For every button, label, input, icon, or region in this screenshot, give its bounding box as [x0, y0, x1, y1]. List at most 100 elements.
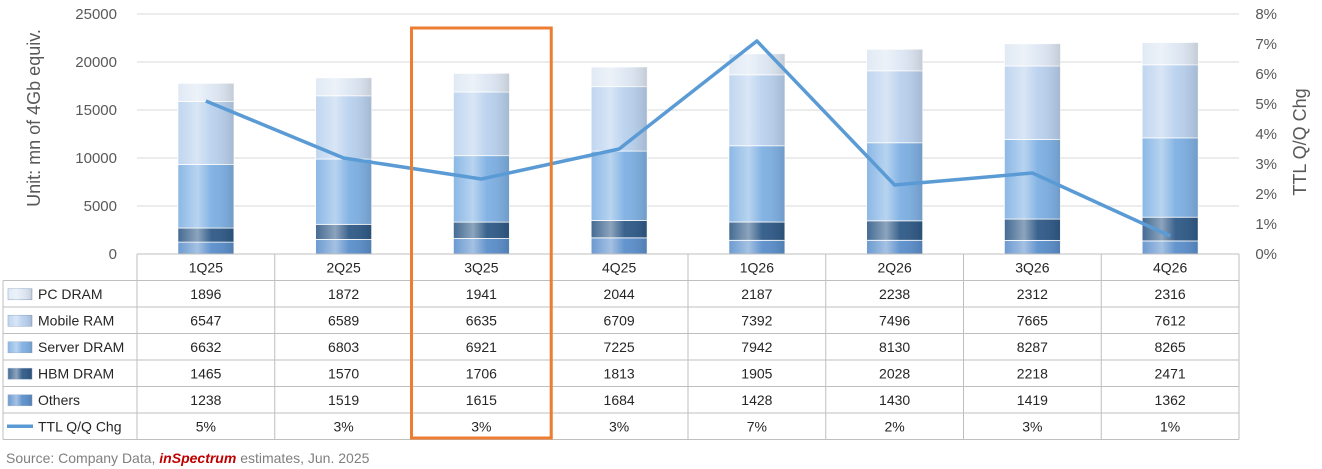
- table-cell: 8130: [879, 339, 910, 355]
- y-tick-label: 15000: [75, 102, 117, 119]
- table-cell: 1896: [190, 286, 221, 302]
- left-axis: 0 5000 10000 15000 20000 25000: [75, 6, 117, 263]
- bar-segment-gloss: [1004, 139, 1061, 220]
- y2-tick-label: 6%: [1255, 66, 1277, 83]
- bar-segment-gloss: [177, 164, 234, 229]
- y2-tick-label: 0%: [1255, 246, 1277, 263]
- source-note: Source: Company Data, inSpectrum estimat…: [6, 450, 369, 466]
- bar-segment-gloss: [453, 238, 510, 254]
- bar-segment-gloss: [315, 239, 372, 254]
- bar-segment-gloss: [1004, 43, 1061, 66]
- bar-segment-gloss: [315, 224, 372, 240]
- series-label: Mobile RAM: [38, 312, 114, 328]
- table-cell: 1570: [328, 365, 359, 381]
- y2-tick-label: 1%: [1255, 216, 1277, 233]
- table-cell: 7392: [741, 312, 772, 328]
- table-cell: 5%: [196, 418, 216, 434]
- table-cell: 7496: [879, 312, 910, 328]
- table-cell: 1362: [1155, 392, 1186, 408]
- bar-segment-gloss: [728, 222, 785, 241]
- table-cell: 1%: [1160, 418, 1180, 434]
- y2-tick-label: 3%: [1255, 156, 1277, 173]
- series-label: Others: [38, 392, 80, 408]
- table-cell: 3%: [471, 418, 491, 434]
- table-cell: 1684: [604, 392, 635, 408]
- bar-segment-gloss: [1142, 137, 1199, 218]
- bar-segment-gloss: [177, 242, 234, 254]
- legend-swatch-gloss: [8, 394, 32, 406]
- source-prefix: Source: Company Data,: [6, 450, 160, 466]
- bar-segment-gloss: [591, 151, 648, 221]
- bar-segment-gloss: [728, 145, 785, 223]
- table-cell: 8287: [1017, 339, 1048, 355]
- table-row: Mobile RAM 6547 6589 6635 6709 7392 7496 7665 76…: [7, 312, 1186, 328]
- bar-segment-gloss: [1004, 240, 1061, 254]
- data-table: 1Q25 2Q25 3Q25 4Q25 1Q26 2Q26 3Q26 4Q26 PC DRAM 1…: [2, 253, 1240, 440]
- highlight-box-3q25: [410, 26, 553, 440]
- table-cell: 6589: [328, 312, 359, 328]
- category-label: 4Q25: [602, 259, 636, 275]
- table-cell: 8265: [1155, 339, 1186, 355]
- stacked-bars: [177, 42, 1199, 255]
- table-cell: 6921: [466, 339, 497, 355]
- table-cell: 7942: [741, 339, 772, 355]
- table-cell: 6547: [190, 312, 221, 328]
- qoq-polyline: [205, 39, 1171, 238]
- table-cell: 7%: [747, 418, 767, 434]
- table-row: TTL Q/Q Chg 5% 3% 3% 3% 7% 2% 3% 1%: [7, 418, 1180, 434]
- bar-segment-gloss: [177, 228, 234, 243]
- y-axis-title: Unit: mn of 4Gb equiv.: [24, 29, 44, 207]
- table-cell: 2316: [1155, 286, 1186, 302]
- bar-segment-gloss: [1004, 219, 1061, 241]
- table-row: Server DRAM 6632 6803 6921 7225 7942 8130 8287 8…: [7, 339, 1186, 355]
- table-cell: 1872: [328, 286, 359, 302]
- bar-segment-gloss: [315, 77, 372, 96]
- y2-tick-label: 8%: [1255, 6, 1277, 23]
- table-cell: 2028: [879, 365, 910, 381]
- table-cell: 1419: [1017, 392, 1048, 408]
- series-label: PC DRAM: [38, 286, 103, 302]
- table-cell: 2238: [879, 286, 910, 302]
- bar-stack: [1003, 43, 1061, 255]
- table-row: HBM DRAM 1465 1570 1706 1813 1905 2028 2218 2471: [7, 365, 1186, 381]
- y-tick-label: 0: [109, 246, 117, 263]
- bar-segment-gloss: [1142, 240, 1199, 254]
- table-cell: 6709: [604, 312, 635, 328]
- bar-segment-gloss: [866, 70, 923, 143]
- qoq-line: [205, 39, 1171, 238]
- bar-segment-gloss: [866, 240, 923, 254]
- table-cell: 1941: [466, 286, 497, 302]
- bar-segment-gloss: [728, 74, 785, 146]
- table-cell: 7225: [604, 339, 635, 355]
- category-label: 3Q26: [1015, 259, 1049, 275]
- category-label: 1Q26: [740, 259, 774, 275]
- category-label: 2Q26: [878, 259, 912, 275]
- bar-segment-gloss: [453, 155, 510, 223]
- bar-stack: [1141, 42, 1199, 255]
- table-cell: 1813: [604, 365, 635, 381]
- y2-tick-label: 4%: [1255, 126, 1277, 143]
- bar-segment-gloss: [866, 220, 923, 241]
- right-axis: 0% 1% 2% 3% 4% 5% 6% 7% 8%: [1255, 6, 1277, 263]
- category-label: 2Q25: [327, 259, 361, 275]
- bar-segment-gloss: [315, 159, 372, 225]
- bar-segment-gloss: [453, 91, 510, 156]
- bar-segment-gloss: [1142, 217, 1199, 241]
- table-cell: 3%: [609, 418, 629, 434]
- table-cell: 1905: [741, 365, 772, 381]
- table-cell: 6635: [466, 312, 497, 328]
- bar-stack: [315, 77, 373, 255]
- chart: 0 5000 10000 15000 20000 25000 0% 1% 2% 3% 4% 5% 6%…: [2, 6, 1310, 440]
- legend-swatch-gloss: [8, 315, 32, 327]
- table-cell: 2471: [1155, 365, 1186, 381]
- gridlines: [137, 13, 1239, 207]
- table-cell: 1706: [466, 365, 497, 381]
- bar-stack: [728, 53, 786, 255]
- category-label: 3Q25: [464, 259, 498, 275]
- y2-tick-label: 7%: [1255, 36, 1277, 53]
- table-cell: 7612: [1155, 312, 1186, 328]
- category-label: 1Q25: [189, 259, 223, 275]
- table-cell: 2%: [885, 418, 905, 434]
- table-cell: 1238: [190, 392, 221, 408]
- legend-swatch-gloss: [8, 341, 32, 353]
